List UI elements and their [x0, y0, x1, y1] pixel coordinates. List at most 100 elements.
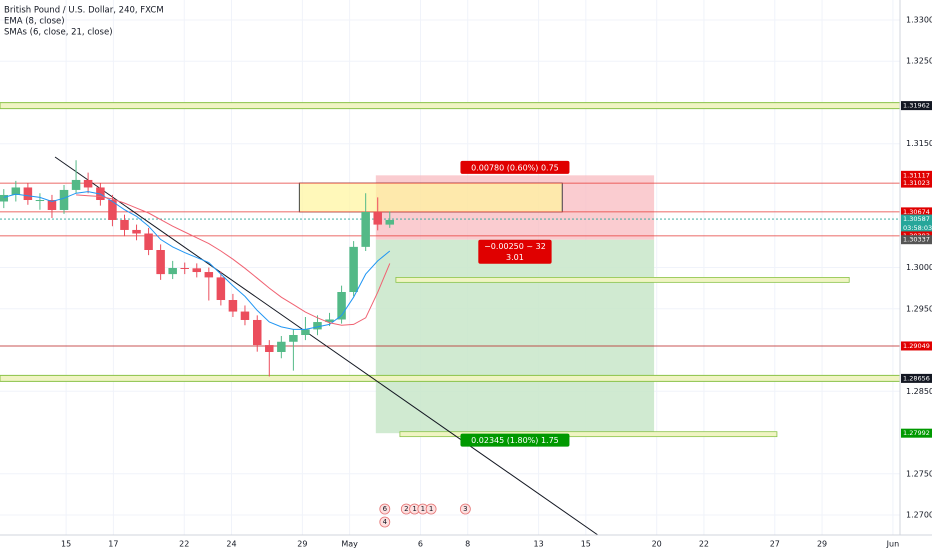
pnl-label-box: [478, 239, 552, 264]
trendline: [54, 156, 599, 536]
candle-body: [35, 200, 45, 202]
x-tick-label: 13: [533, 540, 543, 549]
candle-body: [228, 300, 238, 312]
x-tick-label: May: [341, 540, 358, 549]
y-tick-label: 1.27500: [906, 469, 932, 478]
plot-area: [0, 0, 901, 536]
event-label: 6: [383, 505, 388, 513]
candle-body: [71, 179, 81, 190]
indicator-label: SMAs (6, close, 21, close): [4, 28, 113, 38]
x-tick-label: 27: [770, 540, 780, 549]
y-tick-label: 1.28500: [906, 387, 932, 396]
countdown-label: 03:58:03: [903, 224, 932, 232]
target-zone: [375, 239, 655, 434]
price-tag-label: 1.30337: [903, 236, 930, 244]
x-tick-label: 22: [699, 540, 709, 549]
price-tag: [901, 235, 932, 245]
x-tick-label: 29: [297, 540, 307, 549]
indicator-label: EMA (8, close): [4, 17, 65, 27]
event-label: 3: [463, 505, 467, 513]
level-band: [0, 374, 901, 382]
candle-body: [252, 319, 262, 346]
price-tag-label: 1.30587: [903, 215, 930, 223]
x-tick-label: 17: [108, 540, 118, 549]
indicator-line: [3, 191, 391, 330]
x-tick-label: 22: [179, 540, 189, 549]
y-tick-label: 1.29500: [906, 304, 932, 313]
price-tag: [901, 373, 932, 383]
pnl-label: 3.01: [506, 253, 524, 262]
candle-body: [108, 200, 117, 220]
target-label: 0.02345 (1.80%) 1.75: [471, 436, 559, 445]
price-tag: [901, 341, 932, 351]
price-tag-label: 1.30674: [903, 208, 930, 216]
price-tag: [901, 170, 932, 180]
event-icon: [459, 503, 471, 515]
event-label: 1: [421, 505, 425, 513]
y-tick-label: 1.27000: [906, 511, 932, 520]
price-tag: [901, 214, 932, 233]
event-label: 1: [412, 505, 416, 513]
stop-label: 0.00780 (0.60%) 0.75: [471, 163, 559, 172]
candle-body: [11, 187, 21, 195]
price-tag: [901, 428, 932, 438]
x-tick-label: 15: [581, 540, 591, 549]
x-tick-label: 6: [418, 540, 423, 549]
pnl-label: −0.00250 ~ 32: [484, 242, 546, 251]
price-tag-label: 1.31023: [903, 179, 930, 187]
y-tick-label: 1.31500: [906, 139, 932, 148]
candle-body: [325, 319, 334, 323]
candle-body: [289, 334, 298, 342]
target-label-box: [460, 433, 570, 447]
y-tick-label: 1.30000: [906, 263, 932, 272]
x-tick-label: 15: [61, 540, 71, 549]
price-tag-label: 1.27992: [903, 429, 930, 437]
zone: [395, 277, 850, 283]
indicator-line: [76, 194, 391, 326]
x-tick-label: 20: [652, 540, 662, 549]
candle-body: [265, 345, 274, 352]
x-tick-label: 8: [465, 540, 470, 549]
candle-body: [23, 187, 33, 201]
event-icon: [379, 503, 391, 515]
y-tick-label: 1.33000: [906, 15, 932, 24]
candle-body: [132, 229, 141, 234]
event-label: 4: [383, 518, 388, 526]
price-tag-label: 1.31117: [903, 171, 930, 179]
event-icon: [379, 516, 391, 528]
y-tick-label: 1.32500: [906, 57, 932, 66]
candle-body: [277, 341, 286, 352]
zone: [298, 182, 563, 213]
price-tag: [901, 178, 932, 188]
candle-body: [59, 189, 69, 210]
event-icon: [425, 503, 437, 515]
candle-body: [240, 311, 250, 320]
candle-body: [373, 211, 382, 225]
candle-body: [0, 194, 9, 202]
x-tick-label: 29: [817, 540, 827, 549]
candle-body: [144, 233, 153, 251]
candle-body: [83, 179, 93, 188]
x-tick-label: Jun: [886, 540, 900, 549]
zone: [399, 431, 778, 438]
candle-body: [47, 200, 57, 210]
price-tag-label: 1.29049: [903, 342, 930, 350]
candle-body: [349, 246, 358, 293]
candle-body: [301, 329, 310, 335]
price-tag-label: 1.28656: [903, 374, 930, 382]
candle-body: [156, 250, 165, 275]
chart-title: British Pound / U.S. Dollar, 240, FXCM: [4, 6, 164, 16]
candle-body: [180, 267, 189, 269]
stop-label-box: [460, 160, 570, 174]
event-label: 2: [404, 505, 408, 513]
level-band: [0, 102, 901, 110]
candle-body: [313, 322, 322, 330]
price-tag-label: 1.31962: [903, 102, 930, 110]
candle-body: [204, 272, 214, 278]
candle-body: [337, 292, 346, 320]
price-tag: [901, 207, 932, 217]
candle-body: [168, 267, 177, 275]
price-tag: [901, 101, 932, 111]
